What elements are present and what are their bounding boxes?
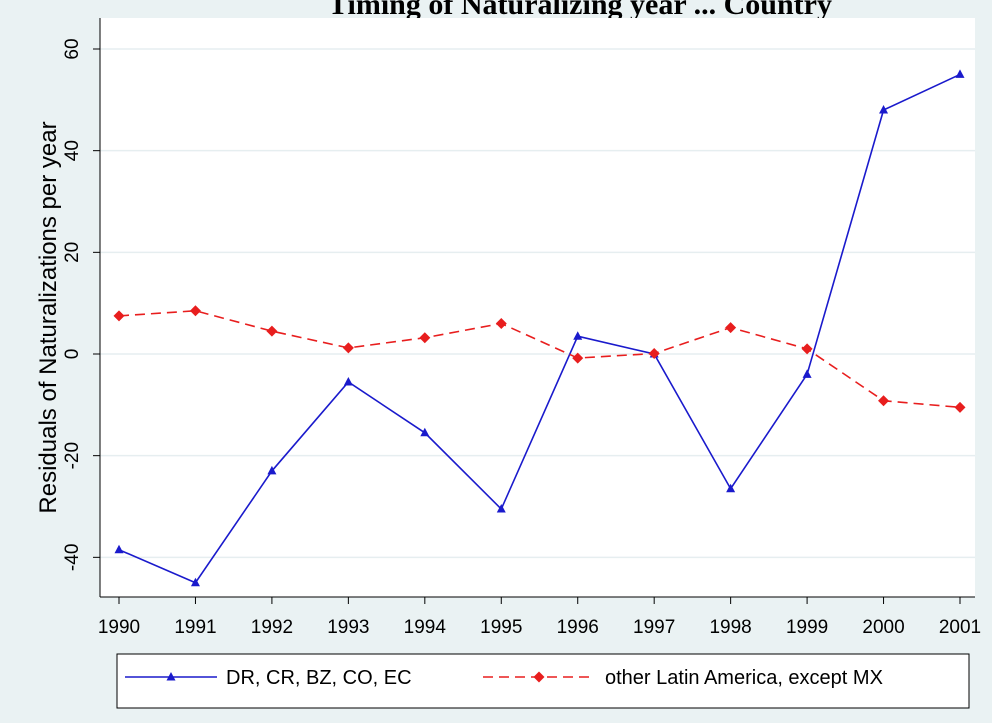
series-2-point (648, 347, 660, 359)
legend-marker-1 (166, 672, 176, 681)
y-tick-label: 0 (62, 349, 83, 360)
x-tick-label: 1990 (98, 617, 140, 638)
series-line-1 (118, 73, 961, 584)
x-tick-label: 1991 (174, 617, 216, 638)
x-tick-label: 2001 (939, 617, 981, 638)
x-tick-label: 1995 (480, 617, 522, 638)
series-1-point (726, 483, 736, 493)
series-1-point (190, 577, 200, 587)
series-1-point (573, 331, 583, 340)
series-1-point (879, 105, 889, 114)
x-tick-label: 1993 (327, 617, 369, 638)
x-tick-label: 1998 (709, 617, 751, 638)
y-tick-label: 20 (62, 242, 83, 263)
chart-title: Timing of Naturalizing year ... Country (328, 0, 832, 21)
x-tick-label: 2000 (862, 617, 904, 638)
series-1-point (343, 376, 353, 386)
series-1-point (955, 69, 965, 78)
series-line-2 (118, 309, 961, 409)
y-axis-title: Residuals of Naturalizations per year (35, 121, 62, 513)
plot-area (100, 18, 975, 597)
series-2-point (801, 343, 813, 355)
y-tick-label: -20 (62, 442, 83, 469)
series-2-point (113, 310, 125, 322)
legend-label-2: other Latin America, except MX (605, 667, 883, 689)
series-1-point (496, 504, 506, 513)
x-tick-label: 1997 (633, 617, 675, 638)
series-2-point (266, 325, 278, 337)
x-tick-label: 1992 (251, 617, 293, 638)
series-2-point (954, 401, 966, 413)
y-tick-label: 60 (62, 38, 83, 59)
series-1-point (420, 427, 430, 437)
series-2-point (189, 305, 201, 317)
x-tick-label: 1999 (786, 617, 828, 638)
legend-marker-2 (533, 671, 545, 683)
x-tick-label: 1994 (404, 617, 447, 638)
x-tick-label: 1996 (557, 617, 599, 638)
series-2-point (495, 318, 507, 329)
series-1-point (267, 465, 277, 475)
series-2-point (725, 322, 737, 334)
series-2-point (878, 395, 890, 407)
series-1-point (802, 369, 812, 378)
series-2-point (342, 342, 354, 354)
series-2-point (419, 332, 431, 344)
y-tick-label: 40 (62, 140, 83, 161)
legend-box (116, 653, 970, 709)
series-1-point (114, 544, 124, 554)
y-tick-label: -40 (62, 544, 83, 571)
series-2-point (572, 352, 584, 364)
legend-label-1: DR, CR, BZ, CO, EC (226, 667, 412, 689)
